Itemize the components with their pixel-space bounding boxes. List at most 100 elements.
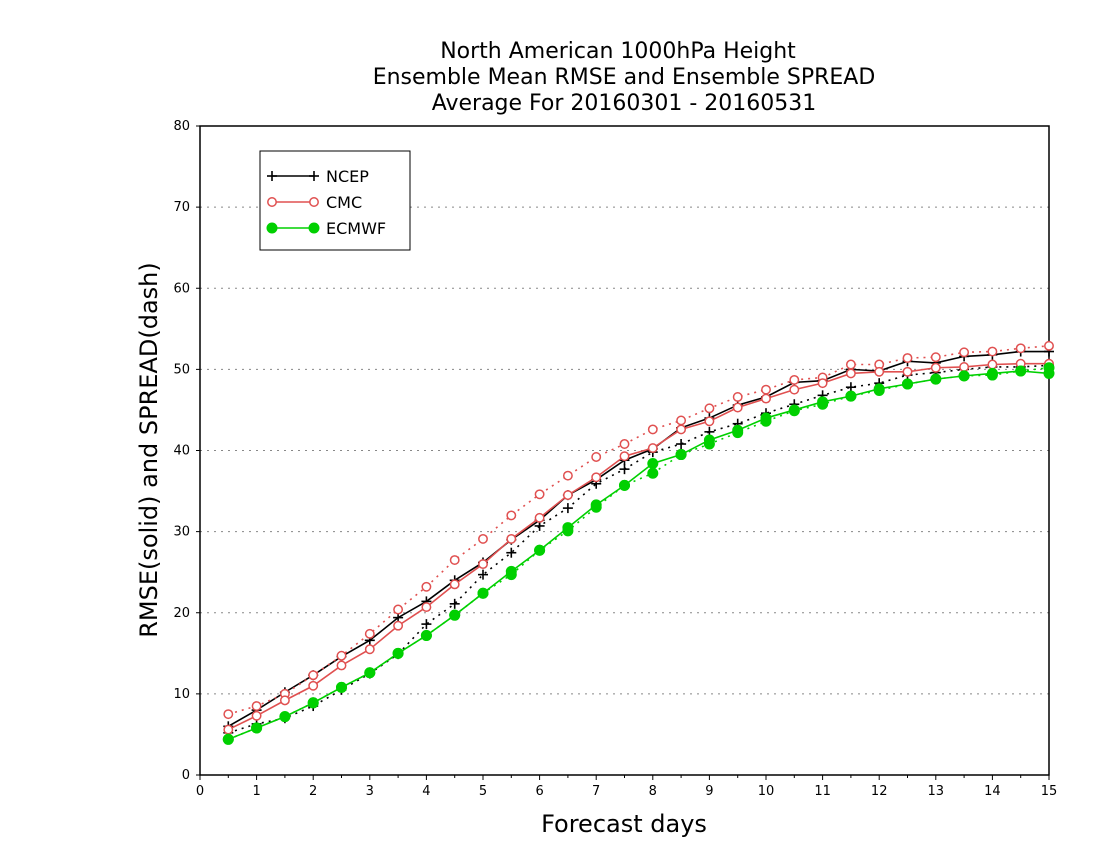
rmse-point-ecmwf — [930, 373, 942, 385]
rmse-point-ecmwf — [902, 378, 913, 390]
x-axis-ticks: 0 1 2 3 4 5 6 7 8 9 10 11 12 13 14 15 — [196, 775, 1057, 799]
x-tick-label: 10 — [758, 784, 775, 799]
rmse-point-cmc — [336, 660, 347, 671]
rmse-point-cmc — [619, 451, 630, 462]
rmse-point-ecmwf — [958, 370, 970, 382]
rmse-point-cmc — [845, 368, 856, 379]
y-tick-label: 50 — [173, 362, 190, 377]
spread-point-ecmwf — [647, 467, 659, 479]
rmse-point-cmc — [676, 424, 687, 435]
series-ecmwf — [222, 362, 1055, 745]
title-line-2: Ensemble Mean RMSE and Ensemble SPREAD — [373, 65, 876, 90]
spread-point-cmc — [761, 384, 771, 395]
rmse-point-ecmwf — [788, 404, 800, 416]
legend-item-ncep: NCEP — [267, 167, 369, 186]
rmse-point-ecmwf — [477, 587, 489, 599]
legend: NCEP CMC ECMWF — [259, 150, 411, 251]
spread-point-cmc — [1015, 343, 1026, 354]
rmse-point-cmc — [817, 378, 828, 389]
rmse-point-ecmwf — [307, 697, 319, 709]
rmse-point-cmc — [251, 710, 262, 721]
x-tick-label: 11 — [814, 784, 831, 799]
rmse-point-cmc — [874, 366, 885, 377]
y-tick-label: 30 — [173, 525, 190, 540]
spread-point-cmc — [619, 439, 630, 449]
rmse-point-cmc — [987, 359, 998, 370]
rmse-point-ecmwf — [817, 396, 829, 408]
rmse-point-ecmwf — [675, 449, 687, 461]
legend-label: CMC — [326, 193, 362, 212]
spread-point-ncep — [478, 569, 488, 580]
rmse-point-cmc — [534, 512, 545, 523]
spread-point-cmc — [789, 374, 800, 385]
rmse-point-cmc — [789, 384, 800, 395]
rmse-point-ecmwf — [534, 544, 546, 556]
spread-point-ncep — [676, 439, 687, 450]
spread-point-ncep — [506, 547, 517, 558]
rmse-point-ecmwf — [986, 367, 998, 379]
rmse-point-cmc — [930, 362, 941, 373]
rmse-point-cmc — [959, 361, 970, 372]
spread-point-cmc — [364, 628, 375, 639]
y-tick-label: 10 — [173, 687, 190, 702]
legend-label: ECMWF — [326, 219, 386, 238]
spread-point-cmc — [393, 604, 404, 615]
spread-point-cmc — [449, 555, 460, 565]
x-tick-label: 13 — [928, 784, 945, 799]
x-tick-label: 3 — [366, 784, 374, 799]
x-tick-label: 12 — [871, 784, 888, 799]
spread-point-cmc — [308, 670, 319, 681]
spread-point-cmc — [704, 403, 715, 414]
rmse-point-ecmwf — [732, 424, 744, 436]
spread-point-cmc — [845, 359, 856, 370]
spread-point-cmc — [478, 533, 488, 544]
spread-point-cmc — [987, 346, 998, 357]
x-tick-label: 7 — [592, 784, 600, 799]
rmse-point-ecmwf — [1015, 365, 1027, 377]
rmse-point-cmc — [449, 579, 460, 590]
spread-point-ncep — [449, 598, 460, 609]
y-tick-label: 70 — [173, 200, 190, 215]
legend-item-ecmwf: ECMWF — [266, 219, 386, 238]
rmse-point-cmc — [902, 366, 913, 377]
series-layer — [222, 340, 1055, 745]
series-ncep — [223, 346, 1054, 738]
x-tick-label: 0 — [196, 784, 204, 799]
spread-point-cmc — [676, 415, 687, 426]
legend-marker — [309, 197, 319, 207]
rmse-point-ecmwf — [873, 383, 885, 395]
rmse-line-cmc — [227, 362, 1049, 731]
spread-point-ncep — [619, 464, 630, 475]
rmse-point-ecmwf — [505, 565, 517, 577]
y-axis-label: RMSE(solid) and SPREAD(dash) — [135, 262, 163, 638]
rmse-point-cmc — [279, 695, 290, 706]
title-line-1: North American 1000hPa Height — [440, 39, 796, 64]
legend-marker — [267, 171, 277, 181]
spread-line-ncep — [228, 364, 1050, 734]
spread-point-cmc — [223, 709, 234, 720]
spread-point-cmc — [251, 701, 262, 711]
rmse-line-ncep — [227, 350, 1049, 728]
legend-marker — [309, 171, 319, 181]
spread-point-cmc — [562, 470, 573, 481]
rmse-point-cmc — [393, 620, 404, 631]
x-tick-label: 4 — [422, 784, 430, 799]
legend-marker — [308, 222, 320, 234]
spread-point-cmc — [902, 353, 913, 363]
x-tick-label: 15 — [1041, 784, 1058, 799]
legend-item-cmc: CMC — [267, 193, 362, 212]
spread-point-cmc — [591, 452, 602, 462]
rmse-point-cmc — [421, 602, 432, 613]
rmse-point-ecmwf — [222, 733, 234, 745]
rmse-point-cmc — [478, 559, 488, 570]
spread-point-cmc — [336, 650, 347, 661]
gridlines — [200, 206, 1049, 695]
y-tick-label: 40 — [173, 444, 190, 459]
rmse-point-cmc — [732, 402, 743, 413]
spread-point-cmc — [534, 489, 545, 500]
legend-label: NCEP — [326, 167, 369, 186]
spread-point-cmc — [959, 347, 970, 358]
x-tick-label: 2 — [309, 784, 317, 799]
rmse-point-ecmwf — [619, 479, 630, 491]
x-tick-label: 6 — [535, 784, 543, 799]
